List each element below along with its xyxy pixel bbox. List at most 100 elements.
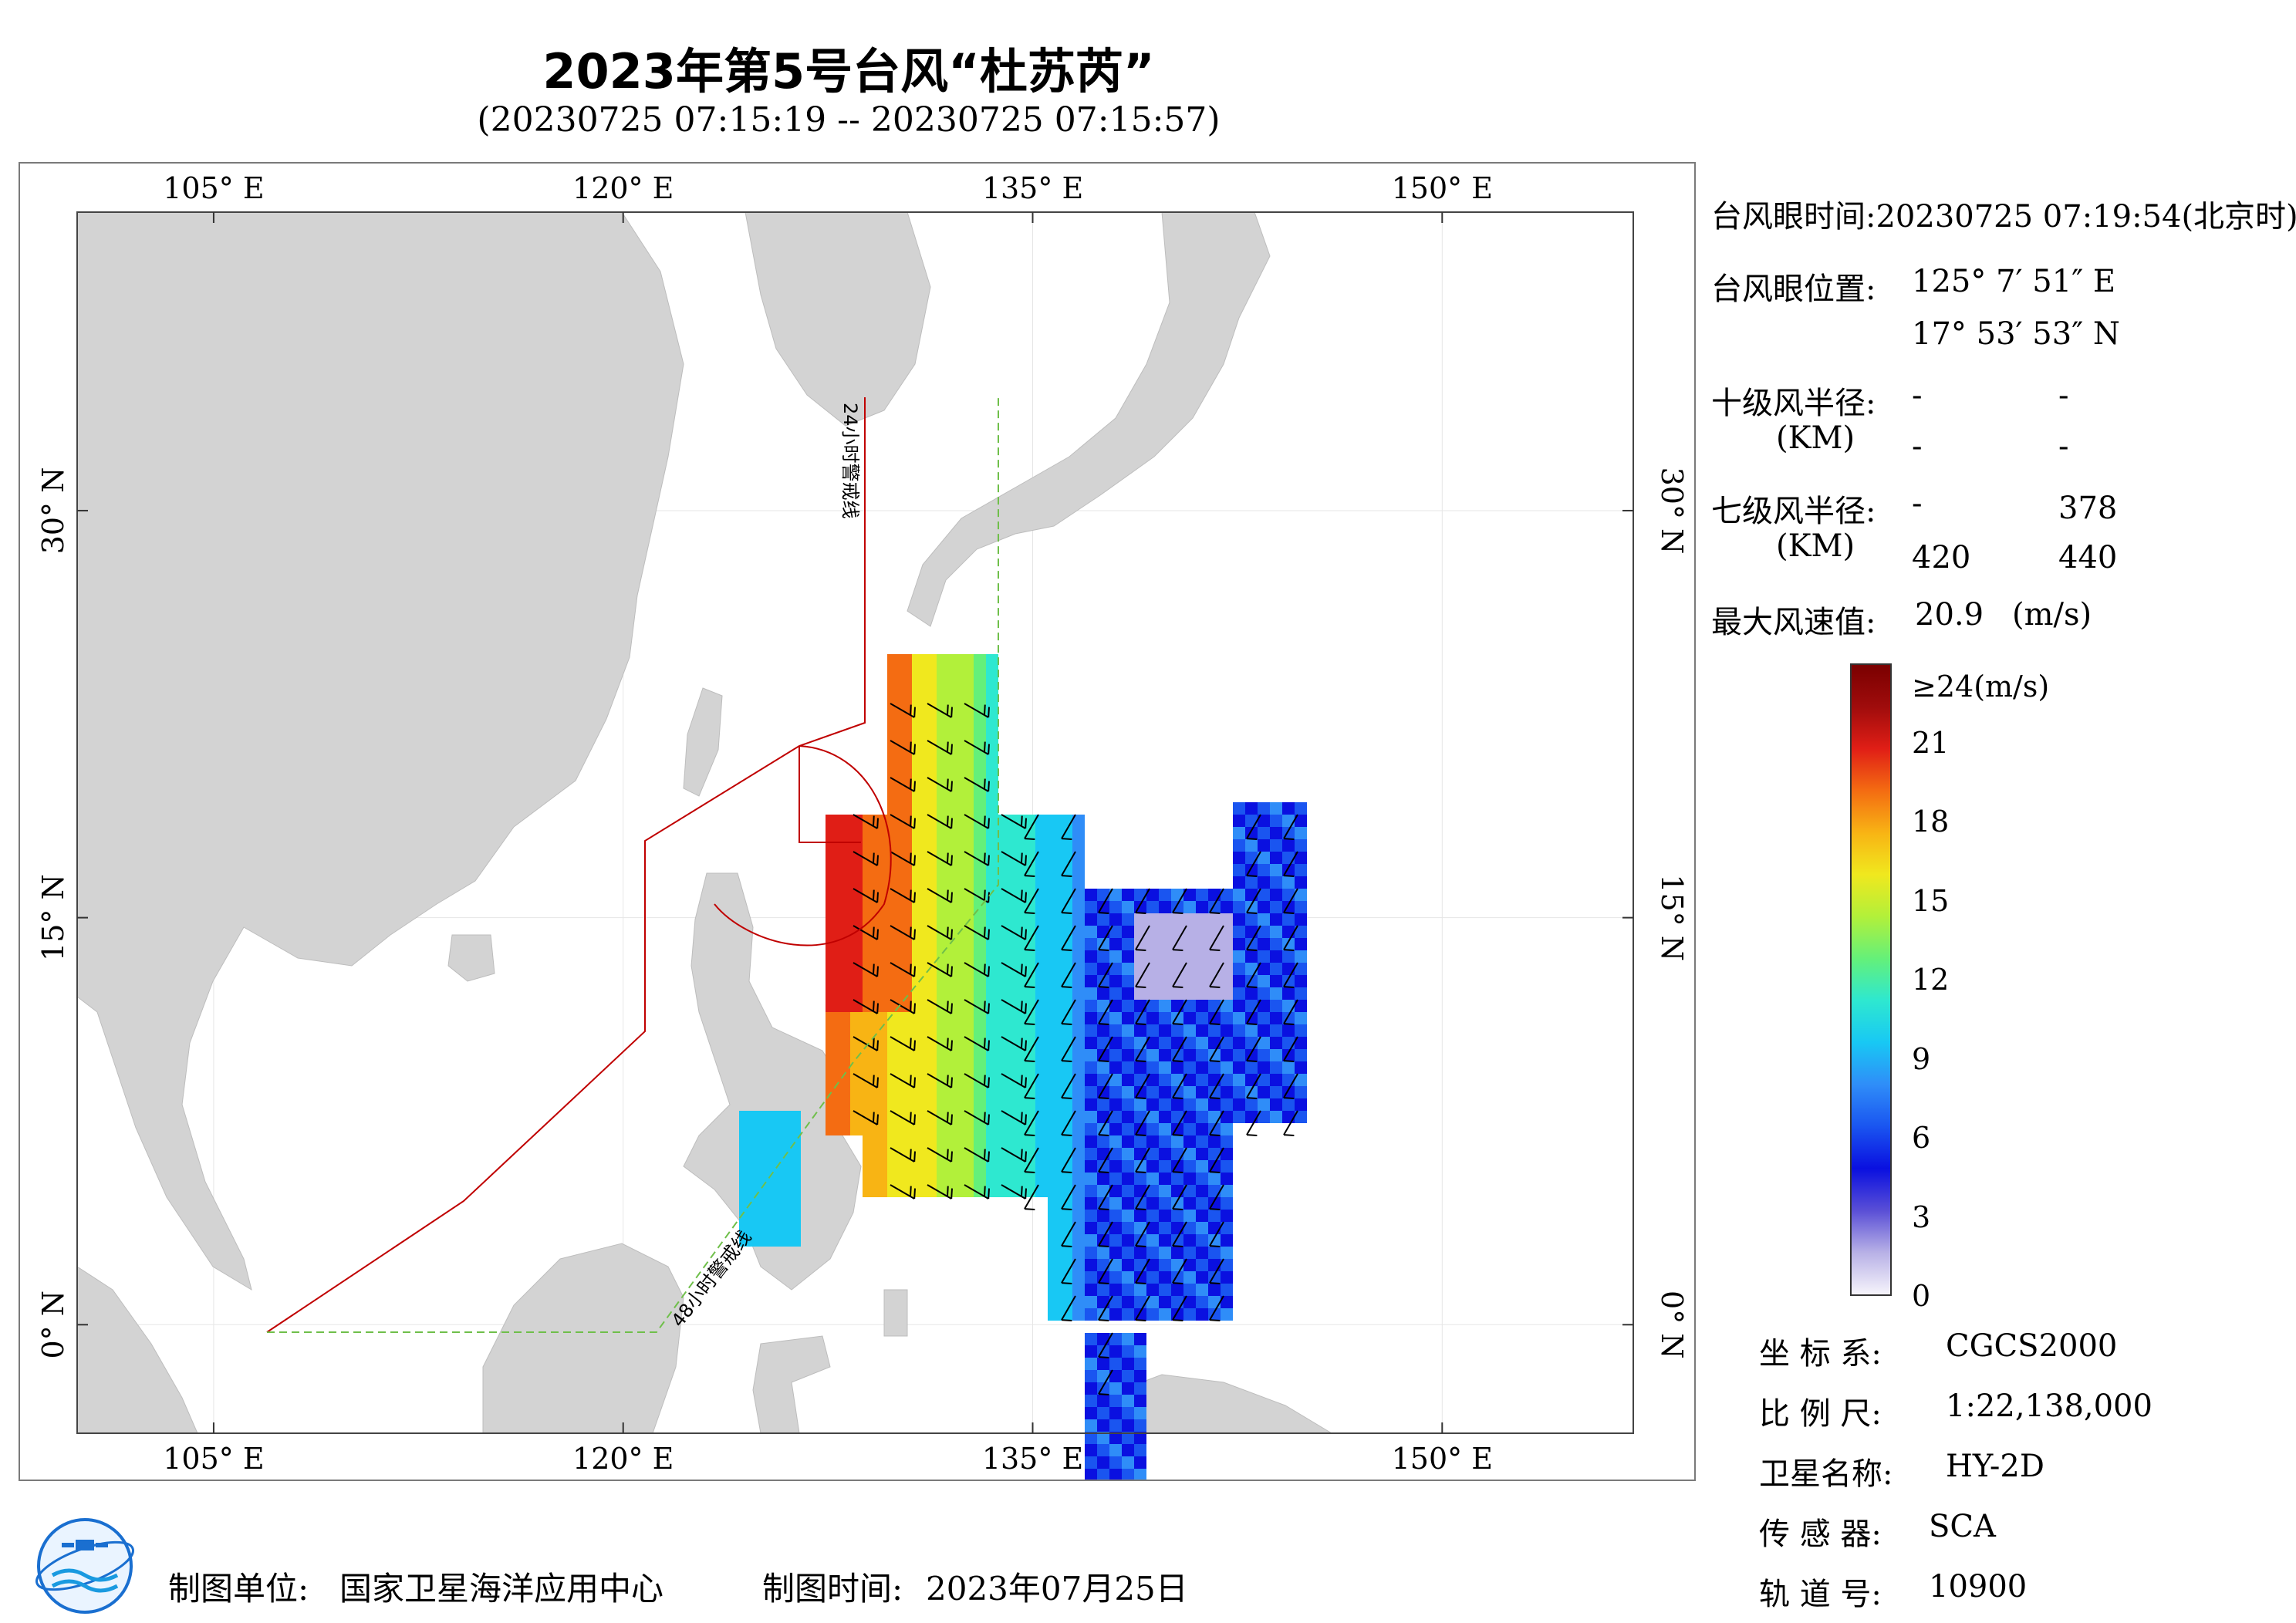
- wind-cell: [1072, 1296, 1085, 1308]
- r10-value-2: -: [2058, 378, 2069, 413]
- wind-cell: [1245, 876, 1258, 889]
- wind-barb: [1135, 999, 1150, 1025]
- wind-cell: [1233, 1111, 1245, 1123]
- wind-barb: [1001, 851, 1027, 866]
- wind-cell: [961, 679, 974, 691]
- wind-cell: [1122, 1037, 1134, 1049]
- wind-cell: [1282, 926, 1295, 938]
- wind-cell: [1159, 1024, 1171, 1037]
- wind-cell: [1159, 1037, 1171, 1049]
- wind-cell: [998, 1049, 1011, 1061]
- wind-barb: [1135, 1258, 1150, 1284]
- wind-cell: [1134, 1037, 1146, 1049]
- wind-cell: [1221, 1148, 1233, 1160]
- wind-cell: [1072, 864, 1085, 876]
- wind-cell: [1171, 963, 1183, 975]
- wind-cell: [1282, 802, 1295, 815]
- wind-cell: [1011, 901, 1023, 913]
- wind-cell: [1122, 1086, 1134, 1098]
- wind-barb: [1001, 888, 1027, 903]
- wind-cell: [1159, 889, 1171, 901]
- wind-cell: [1011, 889, 1023, 901]
- wind-cell: [1233, 827, 1245, 839]
- wind-cell: [1097, 1061, 1109, 1074]
- wind-cell: [949, 913, 961, 926]
- wind-cell: [1109, 889, 1122, 901]
- wind-barb: [1209, 1073, 1224, 1099]
- wind-cell: [1097, 1173, 1109, 1185]
- wind-cell: [1109, 1074, 1122, 1086]
- wind-cell: [1060, 815, 1072, 827]
- wind-cell: [937, 765, 949, 778]
- colorbar-tick-18: 18: [1912, 805, 1950, 838]
- wind-cell: [1196, 1098, 1208, 1111]
- wind-cell: [1221, 1098, 1233, 1111]
- wind-cell: [1109, 1148, 1122, 1160]
- wind-cell: [1011, 1037, 1023, 1049]
- wind-cell: [1109, 1419, 1122, 1432]
- wind-cell: [1221, 1296, 1233, 1308]
- wind-cell: [1035, 1024, 1048, 1037]
- wind-cell: [1097, 1259, 1109, 1271]
- orbit-label: 轨 道 号:: [1759, 1577, 1882, 1612]
- wind-cell: [1183, 1061, 1196, 1074]
- wind-cell: [1134, 1024, 1146, 1037]
- wind-cell: [900, 913, 912, 926]
- wind-cell: [1109, 1086, 1122, 1098]
- wind-barb: [1209, 1110, 1224, 1136]
- wind-cell: [1109, 1111, 1122, 1123]
- wind-cell: [900, 1012, 912, 1024]
- wind-cell: [912, 1098, 924, 1111]
- wind-cell: [912, 827, 924, 839]
- wind-cell: [1221, 1037, 1233, 1049]
- wind-cell: [949, 679, 961, 691]
- wind-cell: [1011, 950, 1023, 963]
- lat-tick-label-left: 30° N: [36, 467, 70, 555]
- wind-cell: [998, 987, 1011, 1000]
- wind-cell: [949, 1160, 961, 1173]
- wind-cell: [1258, 802, 1270, 815]
- wind-cell: [1072, 1234, 1085, 1247]
- wind-cell: [1183, 1222, 1196, 1234]
- wind-cell: [1159, 926, 1171, 938]
- wind-cell: [1146, 963, 1159, 975]
- wind-cell: [1085, 1382, 1097, 1395]
- wind-cell: [1035, 839, 1048, 852]
- wind-cell: [1233, 901, 1245, 913]
- wind-cell: [1023, 1173, 1035, 1185]
- wind-cell: [974, 666, 986, 679]
- wind-cell: [1085, 1419, 1097, 1432]
- wind-barb: [1283, 1073, 1298, 1099]
- wind-cell: [1097, 1432, 1109, 1444]
- wind-cell: [961, 987, 974, 1000]
- wind-cell: [826, 815, 838, 827]
- wind-cell: [1048, 1197, 1060, 1210]
- wind-cell: [1221, 889, 1233, 901]
- wind-cell: [1295, 963, 1307, 975]
- wind-cell: [1023, 1111, 1035, 1123]
- wind-cell: [751, 1173, 764, 1185]
- wind-cell: [1221, 938, 1233, 950]
- wind-cell: [961, 839, 974, 852]
- wind-cell: [1196, 1210, 1208, 1222]
- wind-barb: [853, 962, 879, 977]
- wind-cell: [912, 839, 924, 852]
- wind-cell: [974, 728, 986, 741]
- wind-cell: [838, 1061, 850, 1074]
- wind-cell: [1048, 1135, 1060, 1148]
- wind-cell: [850, 1061, 863, 1074]
- wind-cell: [1060, 1061, 1072, 1074]
- eye-position-label: 台风眼位置:: [1711, 272, 1876, 307]
- wind-cell: [1122, 1259, 1134, 1271]
- wind-cell: [1196, 1222, 1208, 1234]
- wind-cell: [949, 1049, 961, 1061]
- wind-cell: [863, 1185, 875, 1197]
- wind-cell: [1085, 1000, 1097, 1012]
- wind-cell: [974, 691, 986, 704]
- wind-cell: [838, 1086, 850, 1098]
- wind-cell: [961, 1135, 974, 1148]
- wind-cell: [1134, 1173, 1146, 1185]
- wind-cell: [1060, 926, 1072, 938]
